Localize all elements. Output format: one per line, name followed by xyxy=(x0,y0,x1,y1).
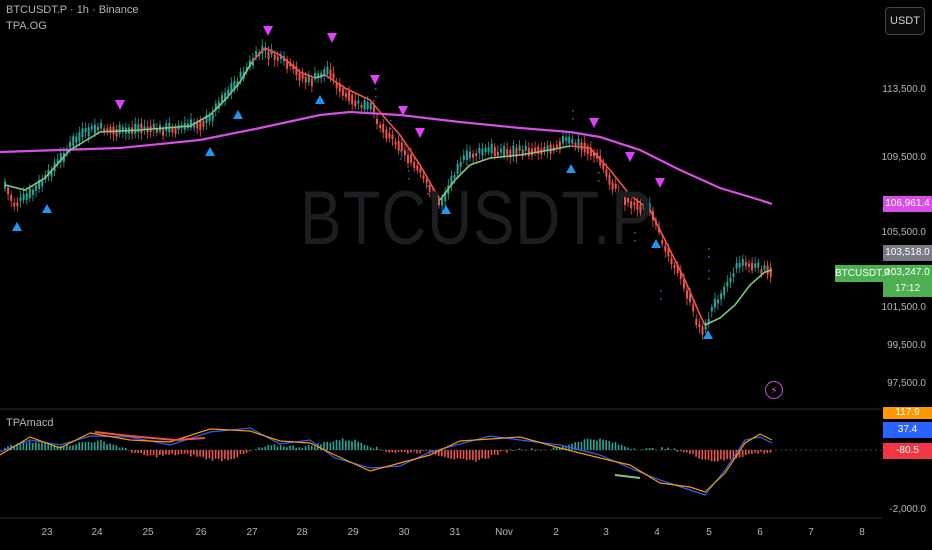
currency-button[interactable]: USDT xyxy=(885,7,925,35)
signal-arrows xyxy=(12,26,713,339)
time-label: 29 xyxy=(347,527,359,538)
time-label: 23 xyxy=(41,527,53,538)
price-tick: 99,500.0 xyxy=(887,340,926,351)
symbol-price-label: BTCUSDT.P xyxy=(835,265,891,282)
price-tick: 109,500.0 xyxy=(881,152,927,163)
indicator-legend-macd[interactable]: TPAmacd xyxy=(6,417,54,429)
countdown-tag: 17:12 xyxy=(883,281,932,297)
price-tick: 113,500.0 xyxy=(882,84,926,95)
price-tick: 97,500.0 xyxy=(887,378,926,389)
candlestick-series xyxy=(4,39,772,340)
time-label: 7 xyxy=(808,527,814,538)
macd-tick: -2,000.0 xyxy=(889,504,926,515)
symbol-legend[interactable]: BTCUSDT.P · 1h · Binance xyxy=(6,4,139,16)
time-label: 24 xyxy=(91,527,103,538)
time-label: 6 xyxy=(757,527,763,538)
separator-lines xyxy=(0,408,882,519)
high-price-tag: 103,518.0 xyxy=(883,245,932,261)
macd-top-tag: 117.9 xyxy=(883,407,932,419)
trend-line xyxy=(4,47,773,326)
macd-hist-tag: -80.5 xyxy=(883,443,932,459)
time-label: 30 xyxy=(398,527,410,538)
time-label: 25 xyxy=(142,527,154,538)
time-label: 5 xyxy=(706,527,712,538)
last-price-tag: 103,247.0 xyxy=(883,265,932,281)
time-label: 2 xyxy=(553,527,559,538)
signal-dots xyxy=(375,88,710,300)
price-tick: 105,500.0 xyxy=(881,227,927,238)
macd-line-tag: 37.4 xyxy=(883,422,932,438)
time-label: Nov xyxy=(495,527,513,538)
ma-price-tag: 106,961.4 xyxy=(883,196,932,212)
time-label: 8 xyxy=(859,527,865,538)
time-label: 31 xyxy=(449,527,461,538)
time-label: 4 xyxy=(654,527,660,538)
lightning-icon[interactable]: ⚡ xyxy=(765,381,783,399)
moving-average-line xyxy=(0,110,773,206)
time-label: 27 xyxy=(246,527,258,538)
price-tick: 101,500.0 xyxy=(881,302,927,313)
indicator-legend-main[interactable]: TPA.OG xyxy=(6,20,47,32)
time-label: 3 xyxy=(603,527,609,538)
macd-pane xyxy=(0,427,773,496)
time-label: 26 xyxy=(195,527,207,538)
time-label: 28 xyxy=(296,527,308,538)
